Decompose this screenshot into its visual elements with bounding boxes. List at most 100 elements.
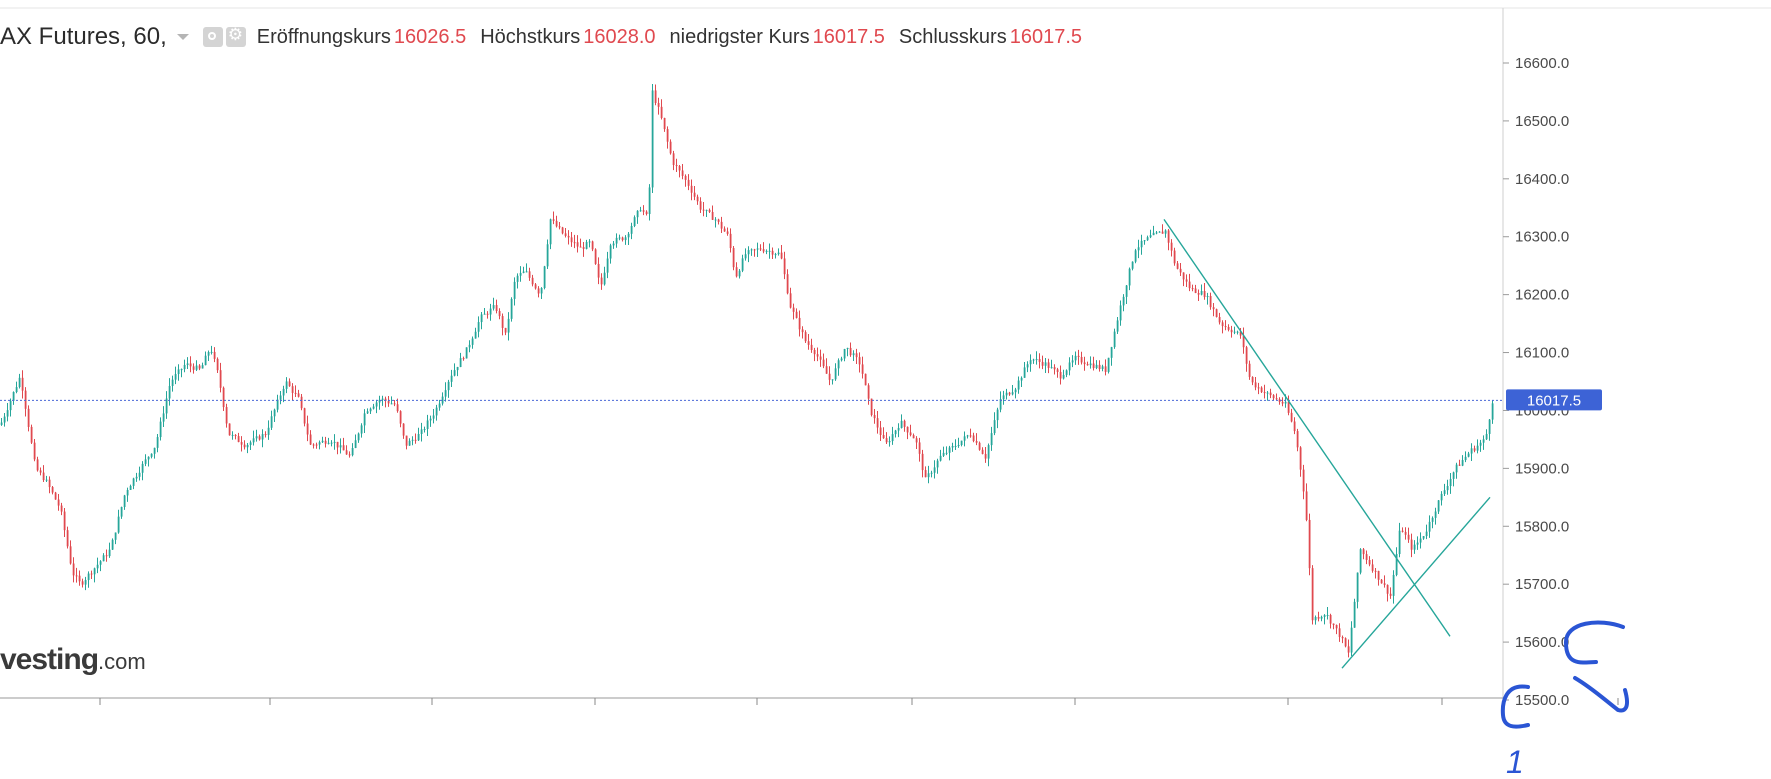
candle bbox=[1311, 565, 1314, 625]
candle bbox=[939, 449, 942, 462]
candle bbox=[252, 430, 255, 446]
candle bbox=[636, 210, 639, 224]
candle bbox=[786, 269, 789, 295]
candle bbox=[1035, 351, 1038, 365]
candle bbox=[672, 150, 675, 171]
candle bbox=[132, 477, 135, 490]
candle bbox=[1002, 390, 1005, 405]
candle bbox=[1335, 624, 1338, 635]
trendline[interactable] bbox=[1341, 496, 1491, 669]
candle bbox=[864, 373, 867, 386]
trendline-group[interactable] bbox=[1163, 218, 1491, 669]
candle bbox=[174, 366, 177, 385]
candle bbox=[612, 241, 615, 249]
candle bbox=[294, 385, 297, 398]
candle bbox=[276, 394, 279, 413]
candle bbox=[498, 308, 501, 320]
candle bbox=[903, 419, 906, 432]
candle bbox=[1017, 376, 1020, 394]
candle bbox=[489, 303, 492, 321]
candle bbox=[531, 274, 534, 287]
candle bbox=[1467, 451, 1470, 458]
candle bbox=[609, 243, 612, 264]
candle bbox=[675, 158, 678, 172]
candle bbox=[1131, 261, 1134, 271]
candle bbox=[993, 412, 996, 436]
gear-icon[interactable] bbox=[225, 25, 246, 47]
candle bbox=[447, 379, 450, 398]
candle bbox=[1356, 572, 1359, 609]
candle bbox=[855, 348, 858, 364]
candle bbox=[756, 242, 759, 258]
candle bbox=[78, 570, 81, 586]
candle bbox=[378, 395, 381, 410]
candle bbox=[1251, 376, 1254, 386]
candle bbox=[870, 398, 873, 417]
candle bbox=[1404, 527, 1407, 540]
candle bbox=[375, 399, 378, 414]
candle bbox=[1158, 231, 1161, 233]
candle bbox=[285, 377, 288, 394]
candle bbox=[738, 269, 741, 279]
candle bbox=[639, 206, 642, 212]
candle bbox=[1011, 385, 1014, 396]
low-label: niedrigster Kurs bbox=[669, 25, 810, 48]
chevron-down-icon[interactable] bbox=[176, 34, 189, 40]
candle bbox=[1320, 615, 1323, 622]
time-axis-ticks bbox=[99, 698, 1619, 705]
candle bbox=[573, 234, 576, 249]
candle bbox=[990, 426, 993, 451]
candle bbox=[1476, 439, 1479, 454]
candle bbox=[414, 433, 417, 444]
candle bbox=[162, 406, 165, 427]
candle bbox=[552, 211, 555, 225]
candle bbox=[765, 249, 768, 255]
candle bbox=[513, 277, 516, 306]
candle bbox=[261, 429, 264, 448]
candle bbox=[1041, 355, 1044, 370]
candle bbox=[234, 434, 237, 440]
candle bbox=[306, 415, 309, 442]
price-axis-label: 15500.0 bbox=[1515, 692, 1569, 709]
candle bbox=[87, 571, 90, 588]
candle bbox=[384, 396, 387, 408]
candle bbox=[594, 248, 597, 265]
candle bbox=[933, 460, 936, 479]
candle bbox=[1104, 359, 1107, 376]
candle bbox=[1152, 225, 1155, 236]
candle bbox=[1389, 587, 1392, 599]
candle bbox=[1080, 351, 1083, 365]
candle bbox=[711, 205, 714, 221]
candle bbox=[327, 437, 330, 445]
candle bbox=[846, 347, 849, 357]
candle bbox=[1317, 611, 1320, 622]
candle bbox=[1083, 356, 1086, 371]
price-axis[interactable]: 16600.0 16500.0 16400.0 16300.0 16200.0 16100… bbox=[1503, 55, 1569, 709]
candle bbox=[312, 443, 315, 449]
candle bbox=[1329, 613, 1332, 629]
candle bbox=[1440, 491, 1443, 506]
candle bbox=[1464, 451, 1467, 463]
candle bbox=[1170, 239, 1173, 257]
candle bbox=[978, 441, 981, 451]
candle bbox=[981, 447, 984, 455]
candle bbox=[99, 560, 102, 572]
candle bbox=[660, 99, 663, 120]
candle bbox=[798, 310, 801, 337]
candle bbox=[117, 509, 120, 534]
candle bbox=[1074, 351, 1077, 365]
candle bbox=[6, 403, 9, 422]
candle bbox=[15, 381, 18, 394]
candle bbox=[102, 553, 105, 562]
symbol-title[interactable]: AX Futures, 60, bbox=[0, 23, 167, 50]
candle bbox=[663, 117, 666, 132]
price-axis-label: 15700.0 bbox=[1515, 576, 1569, 593]
trendline[interactable] bbox=[1163, 218, 1451, 637]
eye-icon[interactable] bbox=[202, 27, 223, 47]
candle bbox=[1398, 522, 1401, 558]
candle bbox=[783, 251, 786, 280]
candle bbox=[708, 208, 711, 213]
candle bbox=[747, 246, 750, 263]
